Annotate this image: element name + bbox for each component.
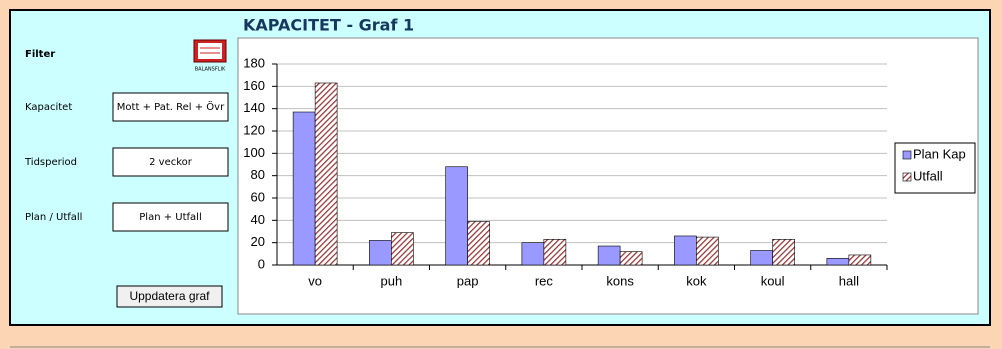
bar (369, 240, 392, 266)
legend-label: Utfall (913, 168, 943, 183)
y-tick-label: 120 (243, 122, 265, 137)
field-label: Plan / Utfall (25, 212, 82, 223)
bar (848, 254, 872, 266)
balans-icon[interactable]: BALANSFLIK (193, 39, 227, 73)
bar (467, 221, 490, 266)
bar (543, 239, 567, 266)
button-box (116, 285, 223, 308)
field-box[interactable] (112, 147, 229, 177)
y-tick-label: 100 (243, 145, 265, 160)
x-tick-label: kok (686, 273, 707, 288)
y-tick-label: 40 (251, 212, 265, 227)
x-tick-label: hall (839, 273, 859, 288)
bar (597, 245, 621, 266)
y-tick-label: 140 (243, 100, 265, 115)
chart-title: KAPACITET - Graf 1 (243, 16, 414, 35)
field-box[interactable] (112, 92, 229, 122)
bar (826, 257, 850, 266)
field-value: Mott + Pat. Rel + Övr (117, 100, 225, 113)
filter-label: Filter (25, 49, 55, 60)
x-tick-label: pap (457, 273, 479, 288)
field-value: 2 veckor (149, 157, 193, 168)
field-label: Tidsperiod (24, 157, 77, 168)
x-tick-label: kons (606, 273, 634, 288)
icon-label: BALANSFLIK (195, 67, 226, 73)
button-label: Uppdatera graf (129, 289, 210, 303)
bar (696, 236, 719, 266)
update-button[interactable]: Uppdatera graf (116, 285, 223, 308)
bar (772, 239, 795, 266)
field-value: Plan + Utfall (139, 212, 201, 223)
bar (619, 251, 643, 266)
bar (445, 166, 468, 266)
y-tick-label: 20 (251, 234, 265, 249)
bar (314, 82, 338, 266)
bar (750, 250, 773, 266)
legend-swatch (902, 172, 912, 182)
y-tick-label: 80 (251, 167, 265, 182)
x-tick-label: vo (308, 273, 322, 288)
y-tick-label: 160 (243, 78, 265, 93)
legend-swatch (902, 150, 912, 160)
y-tick-label: 0 (258, 256, 265, 271)
x-tick-label: rec (535, 273, 554, 288)
y-tick-label: 60 (251, 189, 265, 204)
field-box[interactable] (112, 202, 229, 232)
bar (521, 242, 545, 266)
x-tick-label: koul (761, 273, 785, 288)
field-label: Kapacitet (25, 102, 72, 113)
icon-sheet (198, 43, 222, 59)
y-tick-label: 180 (243, 55, 265, 70)
bar (674, 235, 697, 266)
legend-label: Plan Kap (913, 146, 966, 161)
bar (391, 232, 414, 266)
x-tick-label: puh (381, 273, 403, 288)
bar (292, 111, 316, 266)
